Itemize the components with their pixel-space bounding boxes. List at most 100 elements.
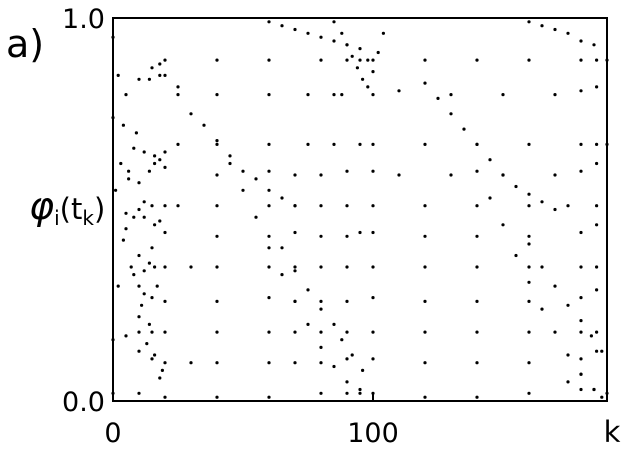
data-point-s15-2 — [124, 227, 128, 231]
data-point-s1-4 — [267, 93, 271, 97]
data-point-s19-4 — [579, 39, 583, 43]
data-point-s5-1 — [153, 223, 157, 227]
data-point-s7-10 — [475, 299, 479, 303]
data-point-s5-2 — [163, 230, 167, 235]
data-point-s0-12 — [371, 58, 375, 62]
data-point-s15-6 — [145, 342, 149, 346]
y-axis-label: φi(tk) — [29, 184, 105, 230]
data-point-s18-5 — [332, 39, 336, 43]
y-tick-label-1: 1.0 — [62, 4, 105, 35]
data-point-s8-9 — [345, 330, 349, 334]
data-point-s12-14 — [514, 253, 518, 258]
data-point-s6-5 — [215, 265, 219, 269]
data-point-s8-1 — [124, 334, 128, 338]
data-point-s3-7 — [345, 169, 349, 173]
data-point-s1-14 — [595, 85, 599, 89]
data-point-s1-1 — [158, 73, 162, 77]
data-point-s7-8 — [371, 296, 375, 300]
data-point-s11-18 — [514, 184, 518, 189]
data-point-s16-8 — [158, 219, 162, 223]
data-point-s19-1 — [540, 24, 544, 28]
data-point-s12-18 — [566, 353, 570, 357]
data-point-s7-11 — [527, 299, 531, 303]
data-point-s11-11 — [423, 81, 427, 85]
data-point-s7-9 — [423, 299, 427, 303]
data-point-s7-6 — [319, 299, 323, 303]
data-point-s6-0 — [132, 273, 136, 277]
data-point-s0-6 — [215, 58, 219, 62]
data-point-s0-8 — [319, 58, 323, 62]
data-point-s4-15 — [595, 204, 599, 208]
data-point-s16-2 — [127, 177, 131, 181]
data-point-s6-14 — [579, 265, 583, 269]
data-point-s12-2 — [254, 215, 258, 219]
data-point-s4-6 — [267, 204, 271, 208]
data-point-s6-1 — [142, 269, 146, 273]
data-point-s9-1 — [150, 357, 154, 361]
data-point-s7-7 — [345, 299, 349, 303]
data-point-s10-9 — [423, 395, 427, 399]
data-point-s17-4 — [355, 66, 359, 70]
data-point-s5-0 — [142, 215, 146, 219]
data-point-s9-0 — [137, 349, 141, 353]
data-point-s14-8 — [153, 353, 157, 357]
data-point-s17-3 — [350, 54, 354, 58]
data-point-s5-8 — [358, 230, 362, 235]
data-point-s19-3 — [566, 31, 570, 35]
data-point-s16-7 — [153, 161, 157, 166]
data-point-s15-5 — [140, 303, 144, 307]
data-point-s5-9 — [371, 230, 375, 235]
data-point-s2-1 — [147, 169, 151, 173]
data-point-s14-7 — [147, 322, 151, 326]
data-point-s13-0 — [280, 246, 284, 250]
data-point-s0-13 — [423, 58, 427, 62]
data-point-s3-9 — [397, 173, 401, 177]
data-point-s6-6 — [267, 265, 271, 269]
data-point-s13-9 — [540, 265, 544, 269]
data-point-s15-8 — [155, 284, 159, 288]
data-point-s11-10 — [293, 204, 297, 208]
data-point-s5-13 — [579, 230, 583, 235]
data-point-s12-10 — [358, 391, 362, 395]
data-point-s14-1 — [116, 73, 120, 77]
data-point-s12-17 — [553, 330, 557, 334]
data-point-s3-10 — [449, 173, 453, 177]
data-point-s11-21 — [553, 207, 557, 212]
data-point-s7-12 — [579, 296, 583, 300]
data-point-s9-3 — [189, 361, 193, 365]
data-point-s1-8 — [371, 93, 375, 97]
data-point-s11-14 — [462, 127, 466, 131]
y-tick-label-0: 0.0 — [62, 387, 105, 418]
data-point-s11-13 — [449, 112, 453, 116]
data-point-s20-1 — [579, 372, 583, 376]
data-point-s19-2 — [553, 27, 557, 32]
data-point-s5-10 — [423, 234, 427, 238]
data-point-s1-10 — [449, 93, 453, 97]
data-point-s13-13 — [589, 334, 594, 338]
data-point-s10-10 — [475, 395, 479, 399]
data-point-s19-5 — [592, 43, 596, 47]
data-point-s13-14 — [600, 349, 604, 353]
data-point-s8-5 — [215, 330, 219, 334]
data-point-s11-20 — [540, 200, 544, 204]
data-point-s20-0 — [566, 380, 570, 384]
data-point-s5-7 — [345, 234, 349, 238]
data-point-s13-5 — [340, 338, 344, 342]
data-point-s12-12 — [488, 196, 492, 200]
data-point-s14-5 — [137, 253, 141, 258]
data-point-s0-5 — [163, 58, 167, 62]
data-point-s8-3 — [150, 330, 154, 334]
data-point-s15-0 — [114, 188, 118, 192]
data-point-s9-5 — [267, 361, 271, 365]
data-point-s9-7 — [319, 361, 323, 365]
data-point-s6-12 — [475, 265, 479, 269]
data-point-s12-16 — [540, 307, 544, 311]
y-axis-label-sub-k: k — [82, 206, 94, 230]
data-point-s10-1 — [137, 391, 141, 395]
axis-tick-labels: 0 100 0.0 1.0 — [62, 4, 399, 449]
data-point-s6-8 — [319, 265, 323, 269]
data-point-s1-3 — [215, 93, 219, 97]
data-point-s7-0 — [137, 284, 141, 288]
data-point-s8-6 — [267, 330, 271, 334]
